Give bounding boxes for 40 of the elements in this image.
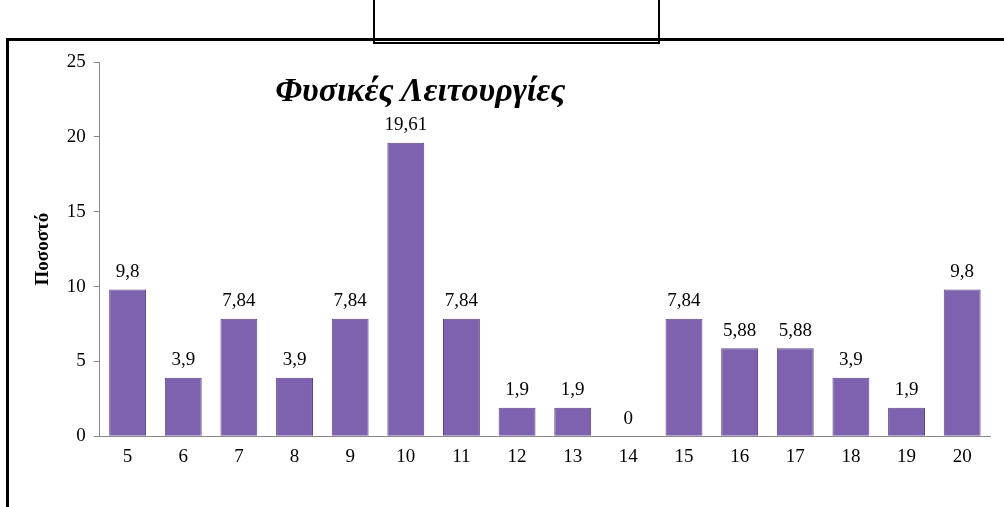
y-tick-label: 20 bbox=[66, 124, 86, 146]
x-tick-label: 17 bbox=[785, 444, 805, 466]
data-label: 3,9 bbox=[171, 348, 196, 370]
data-label: 5,88 bbox=[723, 318, 757, 340]
data-label: 7,84 bbox=[667, 289, 702, 311]
y-tick-label: 25 bbox=[66, 49, 86, 71]
x-tick-label: 13 bbox=[563, 444, 583, 466]
data-label: 9,8 bbox=[950, 260, 975, 281]
x-tick-label: 8 bbox=[289, 444, 300, 466]
data-label: 1,9 bbox=[560, 378, 585, 400]
chart-title: Φυσικές Λειτουργίες bbox=[275, 70, 566, 108]
x-tick-label: 7 bbox=[234, 444, 244, 466]
x-tick-label: 14 bbox=[618, 444, 639, 466]
data-label: 7,84 bbox=[444, 289, 479, 311]
data-label: 1,9 bbox=[505, 378, 529, 400]
data-label: 7,84 bbox=[333, 289, 368, 311]
data-label: 3,9 bbox=[839, 348, 863, 370]
x-tick-label: 18 bbox=[841, 444, 861, 466]
y-tick-label: 15 bbox=[66, 199, 86, 221]
y-tick-label: 5 bbox=[76, 349, 86, 371]
x-tick-label: 12 bbox=[507, 444, 527, 466]
x-tick-label: 11 bbox=[452, 444, 471, 466]
x-tick-label: 5 bbox=[122, 444, 133, 466]
data-label: 5,88 bbox=[778, 318, 812, 340]
x-tick-label: 6 bbox=[178, 444, 189, 466]
x-tick-label: 9 bbox=[345, 444, 355, 466]
x-tick-label: 10 bbox=[396, 444, 416, 466]
y-tick-label: 0 bbox=[76, 424, 86, 446]
data-label: 7,84 bbox=[222, 289, 257, 311]
data-label: 19,61 bbox=[384, 113, 428, 135]
y-tick-label: 10 bbox=[66, 274, 86, 296]
x-tick-label: 19 bbox=[897, 444, 917, 466]
data-label: 1,9 bbox=[894, 378, 919, 400]
x-tick-label: 16 bbox=[730, 444, 750, 466]
y-axis-title: Ποσοστό bbox=[31, 212, 53, 286]
data-label: 3,9 bbox=[282, 348, 307, 370]
x-tick-label: 15 bbox=[674, 444, 694, 466]
data-label: 9,8 bbox=[115, 260, 140, 281]
data-label: 0 bbox=[623, 406, 634, 428]
x-tick-label: 20 bbox=[952, 444, 972, 466]
